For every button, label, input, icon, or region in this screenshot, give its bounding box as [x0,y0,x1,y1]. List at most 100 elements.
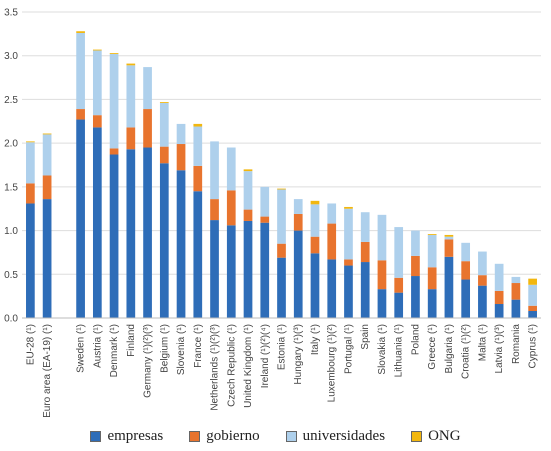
bar-gobierno-16 [293,213,303,231]
x-tick-label-23: Poland [410,324,421,355]
legend-swatch-gobierno [189,431,201,442]
bar-gobierno-28 [494,290,504,305]
bar-gobierno-3 [76,109,85,120]
bar-universidades-19 [344,208,353,260]
x-tick-label-9: Slovenia (¹) [176,324,187,375]
bar-universidades-20 [360,212,370,242]
bar-universidades-29 [511,276,521,284]
bar-ong-4 [92,49,102,51]
bar-universidades-25 [444,236,454,240]
x-tick-label-1: Euro area (EA-19) (¹) [42,324,53,418]
legend-swatch-ong [411,431,423,442]
bar-empresas-9 [176,170,186,318]
y-tick-label-2: 1.0 [4,226,18,237]
bar-gobierno-10 [193,165,203,192]
bar-ong-25 [444,234,454,237]
bar-empresas-3 [76,119,85,318]
bar-empresas-30 [528,311,537,318]
bar-universidades-8 [159,102,169,147]
bar-universidades-22 [394,227,404,278]
x-tick-label-3: Sweden (¹) [76,324,87,373]
x-tick-label-10: France (¹) [193,324,204,368]
bar-ong-30 [528,278,537,285]
legend-label-empresas: empresas [107,428,164,444]
bar-empresas-23 [411,276,420,318]
bar-gobierno-20 [360,241,370,263]
bar-universidades-10 [193,126,203,166]
x-tick-label-21: Slovakia (¹) [377,324,388,375]
bar-universidades-26 [461,242,471,262]
bar-empresas-17 [310,253,320,318]
bar-empresas-20 [360,262,370,318]
bar-universidades-28 [494,263,504,291]
bar-universidades-15 [277,189,286,244]
x-tick-label-28: Latvia (¹)(³) [494,324,505,373]
bar-empresas-11 [210,220,219,318]
bar-gobierno-18 [327,223,337,260]
bar-universidades-3 [76,32,85,110]
bar-ong-24 [427,234,437,235]
bar-universidades-27 [478,251,487,276]
bar-empresas-1 [42,199,52,318]
bar-gobierno-0 [26,183,35,204]
bar-empresas-19 [344,265,353,318]
bar-ong-5 [109,53,119,54]
bar-gobierno-9 [176,144,186,171]
bar-empresas-15 [277,257,286,318]
x-tick-label-14: Ireland (¹)(²)(⁴) [260,324,271,388]
x-tick-label-18: Luxembourg (¹)(²) [327,324,338,402]
bar-ong-6 [126,63,136,66]
bar-empresas-0 [26,203,35,318]
bar-gobierno-19 [344,259,353,266]
bar-gobierno-26 [461,261,471,280]
bar-gobierno-29 [511,283,521,300]
bar-universidades-24 [427,234,437,268]
x-tick-label-20: Spain [360,324,371,350]
x-tick-label-0: EU-28 (¹) [25,324,36,365]
x-tick-label-17: Italy (¹) [310,324,321,355]
bar-gobierno-15 [277,243,286,258]
bar-universidades-14 [260,186,270,217]
legend-swatch-universidades [285,431,297,442]
bar-gobierno-7 [143,109,152,148]
bar-empresas-12 [226,225,236,318]
x-tick-label-4: Austria (¹) [92,324,103,368]
y-tick-label-6: 3.0 [4,51,18,62]
bar-ong-1 [42,133,52,135]
bar-empresas-24 [427,289,437,318]
x-tick-label-8: Belgium (¹) [159,324,170,373]
legend: empresas gobierno universidades ONG [0,428,551,445]
y-tick-label-1: 0.5 [4,270,18,281]
x-tick-label-26: Croatia (¹)(²) [461,324,472,379]
bar-empresas-7 [143,147,152,318]
y-tick-label-4: 2.0 [4,139,18,150]
bar-empresas-26 [461,279,471,318]
bar-empresas-13 [243,220,253,318]
x-tick-label-6: Finland [126,324,137,357]
bar-empresas-14 [260,222,270,318]
bar-ong-13 [243,169,253,172]
bar-ong-0 [26,141,35,143]
x-tick-label-29: Romania [511,324,522,364]
legend-item-empresas: empresas [90,428,163,445]
x-tick-label-12: Czech Republic (¹) [226,324,237,407]
legend-item-universidades: universidades [285,428,386,445]
bar-universidades-9 [176,123,186,145]
bar-gobierno-27 [478,275,487,286]
legend-label-universidades: universidades [302,428,386,444]
bar-empresas-4 [92,127,102,318]
bar-gobierno-22 [394,277,404,293]
bar-ong-19 [344,206,353,209]
bar-gobierno-1 [42,175,52,200]
y-tick-label-0: 0.0 [4,314,18,325]
bar-empresas-27 [478,285,487,318]
bar-gobierno-11 [210,199,219,221]
bar-empresas-25 [444,256,454,318]
bar-gobierno-25 [444,239,454,257]
bar-empresas-18 [327,259,337,318]
x-tick-label-19: Portugal (¹) [343,324,354,374]
bar-gobierno-24 [427,267,437,290]
x-tick-label-13: United Kingdom (¹) [243,324,254,408]
x-tick-label-24: Greece (¹) [427,324,438,370]
bar-gobierno-21 [377,260,387,290]
